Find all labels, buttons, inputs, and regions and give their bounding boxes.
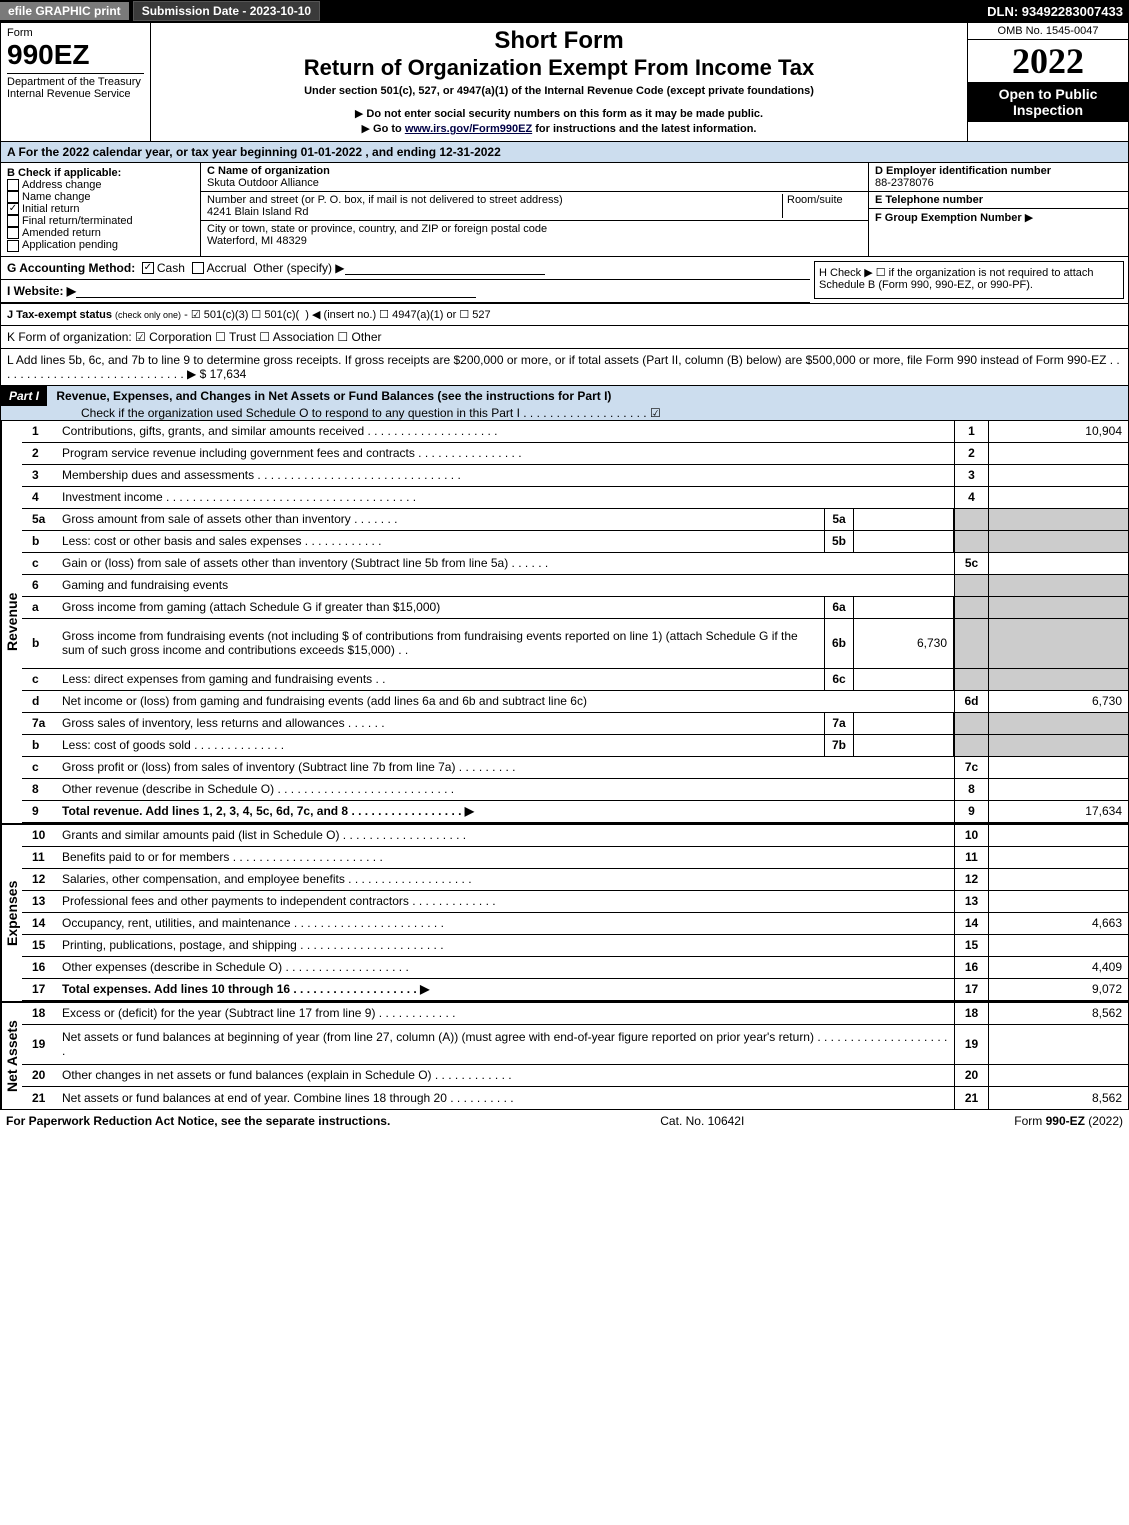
org-name: Skuta Outdoor Alliance bbox=[207, 177, 319, 189]
b-label: B Check if applicable: bbox=[7, 167, 194, 179]
dept-treasury: Department of the Treasury bbox=[7, 73, 144, 88]
under-section: Under section 501(c), 527, or 4947(a)(1)… bbox=[157, 85, 961, 97]
revenue-label: Revenue bbox=[1, 421, 22, 823]
section-b: B Check if applicable: Address change Na… bbox=[1, 163, 201, 256]
section-a: A For the 2022 calendar year, or tax yea… bbox=[1, 142, 1128, 163]
form-word: Form bbox=[7, 27, 144, 39]
footer-left: For Paperwork Reduction Act Notice, see … bbox=[6, 1114, 390, 1128]
line-17-value: 9,072 bbox=[988, 979, 1128, 1000]
f-group-label: F Group Exemption Number bbox=[875, 212, 1022, 224]
instr-2-pre: Go to bbox=[373, 123, 405, 135]
checkbox-amended[interactable] bbox=[7, 227, 19, 239]
top-bar: efile GRAPHIC print Submission Date - 20… bbox=[0, 0, 1129, 22]
section-g: G Accounting Method: ✓Cash Accrual Other… bbox=[1, 257, 810, 280]
c-name-label: C Name of organization bbox=[207, 165, 330, 177]
f-arrow: ▶ bbox=[1025, 212, 1033, 224]
city-label: City or town, state or province, country… bbox=[207, 223, 547, 235]
org-address: 4241 Blain Island Rd bbox=[207, 206, 309, 218]
efile-print-button[interactable]: efile GRAPHIC print bbox=[0, 2, 129, 20]
short-form-title: Short Form bbox=[157, 27, 961, 55]
ein-value: 88-2378076 bbox=[875, 177, 934, 189]
checkbox-address[interactable] bbox=[7, 179, 19, 191]
open-to-public: Open to Public Inspection bbox=[968, 82, 1128, 122]
addr-label: Number and street (or P. O. box, if mail… bbox=[207, 194, 563, 206]
irs-link[interactable]: www.irs.gov/Form990EZ bbox=[405, 123, 532, 135]
section-i: I Website: ▶ bbox=[1, 280, 810, 303]
line-6b-value: 6,730 bbox=[854, 619, 954, 668]
section-def: D Employer identification number88-23780… bbox=[868, 163, 1128, 256]
line-9-value: 17,634 bbox=[988, 801, 1128, 822]
section-c: C Name of organizationSkuta Outdoor Alli… bbox=[201, 163, 868, 256]
section-h: H Check ▶ ☐ if the organization is not r… bbox=[814, 261, 1124, 299]
footer-cat: Cat. No. 10642I bbox=[660, 1114, 744, 1128]
line-14-value: 4,663 bbox=[988, 913, 1128, 934]
section-k: K Form of organization: ☑ Corporation ☐ … bbox=[1, 326, 1128, 349]
revenue-section: Revenue 1Contributions, gifts, grants, a… bbox=[1, 421, 1128, 823]
line-6d-value: 6,730 bbox=[988, 691, 1128, 712]
d-ein-label: D Employer identification number bbox=[875, 165, 1051, 177]
e-phone-label: E Telephone number bbox=[875, 194, 983, 206]
instr-2-post: for instructions and the latest informat… bbox=[532, 123, 756, 135]
netassets-section: Net Assets 18Excess or (deficit) for the… bbox=[1, 1001, 1128, 1109]
checkbox-final[interactable] bbox=[7, 215, 19, 227]
org-city: Waterford, MI 48329 bbox=[207, 235, 307, 247]
room-label: Room/suite bbox=[782, 194, 862, 218]
checkbox-initial[interactable]: ✓ bbox=[7, 203, 19, 215]
line-16-value: 4,409 bbox=[988, 957, 1128, 978]
line-1-value: 10,904 bbox=[988, 421, 1128, 442]
checkbox-name[interactable] bbox=[7, 191, 19, 203]
expenses-section: Expenses 10Grants and similar amounts pa… bbox=[1, 823, 1128, 1001]
omb-number: OMB No. 1545-0047 bbox=[968, 23, 1128, 40]
netassets-label: Net Assets bbox=[1, 1003, 22, 1109]
part-i-header: Part I Revenue, Expenses, and Changes in… bbox=[1, 386, 1128, 421]
section-bcdef: B Check if applicable: Address change Na… bbox=[1, 163, 1128, 257]
section-l: L Add lines 5b, 6c, and 7b to line 9 to … bbox=[1, 349, 1128, 386]
instr-1: Do not enter social security numbers on … bbox=[366, 108, 763, 120]
tax-year: 2022 bbox=[968, 40, 1128, 82]
return-title: Return of Organization Exempt From Incom… bbox=[157, 55, 961, 81]
form-header: Form 990EZ Department of the Treasury In… bbox=[1, 23, 1128, 142]
checkbox-pending[interactable] bbox=[7, 240, 19, 252]
dln-label: DLN: 93492283007433 bbox=[987, 4, 1129, 19]
submission-date-button[interactable]: Submission Date - 2023-10-10 bbox=[133, 1, 320, 21]
part-i-title: Revenue, Expenses, and Changes in Net As… bbox=[56, 389, 611, 403]
line-18-value: 8,562 bbox=[988, 1003, 1128, 1024]
gross-receipts: 17,634 bbox=[210, 367, 247, 381]
checkbox-cash[interactable]: ✓ bbox=[142, 262, 154, 274]
checkbox-accrual[interactable] bbox=[192, 262, 204, 274]
page-footer: For Paperwork Reduction Act Notice, see … bbox=[0, 1110, 1129, 1132]
section-j: J Tax-exempt status (check only one) - ☑… bbox=[1, 304, 1128, 326]
part-i-check: Check if the organization used Schedule … bbox=[1, 403, 667, 423]
footer-right: Form 990-EZ (2022) bbox=[1014, 1114, 1123, 1128]
irs-label: Internal Revenue Service bbox=[7, 88, 144, 100]
expenses-label: Expenses bbox=[1, 825, 22, 1001]
line-21-value: 8,562 bbox=[988, 1087, 1128, 1109]
form-container: Form 990EZ Department of the Treasury In… bbox=[0, 22, 1129, 1110]
form-number: 990EZ bbox=[7, 39, 144, 71]
